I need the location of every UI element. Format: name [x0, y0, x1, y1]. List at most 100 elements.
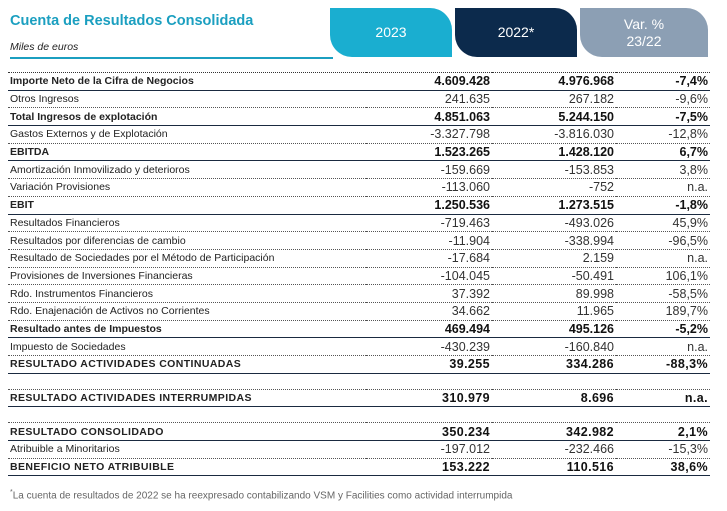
table-row: EBIT 1.250.536 1.273.515 -1,8%	[8, 196, 710, 215]
table-row: Gastos Externos y de Explotación -3.327.7…	[8, 125, 710, 144]
value-2023: -11.904	[366, 231, 492, 250]
table-row: RESULTADO ACTIVIDADES INTERRUMPIDAS 310.9…	[8, 389, 710, 408]
value-2023: 241.635	[366, 90, 492, 109]
value-2022: 4.976.968	[492, 72, 616, 91]
variation-value: 6,7%	[616, 143, 710, 162]
row-label: Gastos Externos y de Explotación	[8, 125, 366, 144]
row-label: RESULTADO CONSOLIDADO	[8, 422, 366, 442]
table-row: Resultado de Sociedades por el Método de…	[8, 249, 710, 268]
table-row: EBITDA 1.523.265 1.428.120 6,7%	[8, 143, 710, 162]
row-label: Resultados por diferencias de cambio	[8, 231, 366, 250]
variation-value: n.a.	[616, 337, 710, 356]
value-2023: 4.851.063	[366, 107, 492, 127]
row-label: Resultado antes de Impuestos	[8, 320, 366, 339]
variation-value: 3,8%	[616, 160, 710, 180]
table-row: Resultados por diferencias de cambio -11.…	[8, 231, 710, 250]
value-2023: 1.523.265	[366, 143, 492, 162]
value-2023: -430.239	[366, 337, 492, 356]
row-label: Atribuible a Minoritarios	[8, 440, 366, 459]
value-2023: -159.669	[366, 160, 492, 180]
row-label: Rdo. Enajenación de Activos no Corriente…	[8, 302, 366, 321]
value-2023: 1.250.536	[366, 196, 492, 215]
value-2022: -338.994	[492, 231, 616, 250]
variation-value: 106,1%	[616, 267, 710, 286]
table-row: RESULTADO CONSOLIDADO 350.234 342.982 2,1%	[8, 422, 710, 442]
table-row: BENEFICIO NETO ATRIBUIBLE 153.222 110.516 3…	[8, 458, 710, 477]
value-2023: 350.234	[366, 422, 492, 442]
row-label: Resultados Financieros	[8, 214, 366, 233]
value-2022: 1.428.120	[492, 143, 616, 162]
table-row: Rdo. Instrumentos Financieros 37.392 89.99…	[8, 284, 710, 303]
value-2023: 37.392	[366, 284, 492, 303]
table-row: Resultado antes de Impuestos 469.494 495.1…	[8, 320, 710, 339]
row-label: Resultado de Sociedades por el Método de…	[8, 249, 366, 268]
table-row: Total Ingresos de explotación 4.851.063 5.…	[8, 107, 710, 127]
value-2023: -104.045	[366, 267, 492, 286]
row-label: Impuesto de Sociedades	[8, 337, 366, 356]
table-row: Provisiones de Inversiones Financieras -1…	[8, 267, 710, 286]
value-2022: 1.273.515	[492, 196, 616, 215]
value-2023: -3.327.798	[366, 125, 492, 144]
page-title: Cuenta de Resultados Consolidada	[10, 13, 254, 29]
row-label: Provisiones de Inversiones Financieras	[8, 267, 366, 286]
table-row: Otros Ingresos 241.635 267.182 -9,6%	[8, 90, 710, 109]
value-2022: 495.126	[492, 320, 616, 339]
value-2023: -17.684	[366, 249, 492, 268]
variation-value: n.a.	[616, 178, 710, 197]
variation-value: 2,1%	[616, 422, 710, 442]
table-row: Amortización Inmovilizado y deterioros -1…	[8, 160, 710, 180]
value-2022: -3.816.030	[492, 125, 616, 144]
table-row: Atribuible a Minoritarios -197.012 -232.46…	[8, 440, 710, 459]
value-2022: -153.853	[492, 160, 616, 180]
value-2023: 310.979	[366, 389, 492, 408]
column-header-variation: Var. % 23/22	[580, 8, 708, 57]
table-row: Resultados Financieros -719.463 -493.026 45…	[8, 214, 710, 233]
variation-value: n.a.	[616, 249, 710, 268]
value-2022: 89.998	[492, 284, 616, 303]
variation-value: n.a.	[616, 389, 710, 408]
value-2022: 2.159	[492, 249, 616, 268]
row-label: BENEFICIO NETO ATRIBUIBLE	[8, 458, 366, 477]
variation-value: -1,8%	[616, 196, 710, 215]
table-row: RESULTADO ACTIVIDADES CONTINUADAS 39.255 3…	[8, 355, 710, 374]
row-label: Variación Provisiones	[8, 178, 366, 197]
value-2022: -232.466	[492, 440, 616, 459]
value-2023: 39.255	[366, 355, 492, 374]
variation-value: -7,4%	[616, 72, 710, 91]
column-header-2023: 2023	[330, 8, 452, 57]
variation-value: 189,7%	[616, 302, 710, 321]
row-label: Amortización Inmovilizado y deterioros	[8, 160, 366, 180]
row-label: Total Ingresos de explotación	[8, 107, 366, 127]
units-subtitle: Miles de euros	[10, 41, 79, 53]
spacer-row	[8, 373, 710, 390]
spacer-row	[8, 406, 710, 424]
value-2022: 334.286	[492, 355, 616, 374]
value-2023: -197.012	[366, 440, 492, 459]
value-2022: 342.982	[492, 422, 616, 442]
income-statement-table: Importe Neto de la Cifra de Negocios 4.60…	[8, 72, 710, 477]
row-label: EBITDA	[8, 143, 366, 162]
value-2023: 4.609.428	[366, 72, 492, 91]
value-2022: -160.840	[492, 337, 616, 356]
row-label: Rdo. Instrumentos Financieros	[8, 284, 366, 303]
column-header-2022: 2022*	[455, 8, 577, 57]
footnote: *La cuenta de resultados de 2022 se ha r…	[10, 489, 513, 502]
value-2022: 267.182	[492, 90, 616, 109]
variation-value: 38,6%	[616, 458, 710, 477]
row-label: Importe Neto de la Cifra de Negocios	[8, 72, 366, 91]
value-2022: -752	[492, 178, 616, 197]
value-2022: 11.965	[492, 302, 616, 321]
variation-value: 45,9%	[616, 214, 710, 233]
variation-value: -7,5%	[616, 107, 710, 127]
value-2022: -50.491	[492, 267, 616, 286]
table-row: Variación Provisiones -113.060 -752 n.a.	[8, 178, 710, 197]
row-label: RESULTADO ACTIVIDADES CONTINUADAS	[8, 355, 366, 374]
value-2022: 8.696	[492, 389, 616, 408]
row-label: RESULTADO ACTIVIDADES INTERRUMPIDAS	[8, 389, 366, 408]
value-2022: 110.516	[492, 458, 616, 477]
variation-value: -9,6%	[616, 90, 710, 109]
value-2023: 469.494	[366, 320, 492, 339]
table-row: Impuesto de Sociedades -430.239 -160.840 n.…	[8, 337, 710, 356]
value-2023: -719.463	[366, 214, 492, 233]
row-label: EBIT	[8, 196, 366, 215]
